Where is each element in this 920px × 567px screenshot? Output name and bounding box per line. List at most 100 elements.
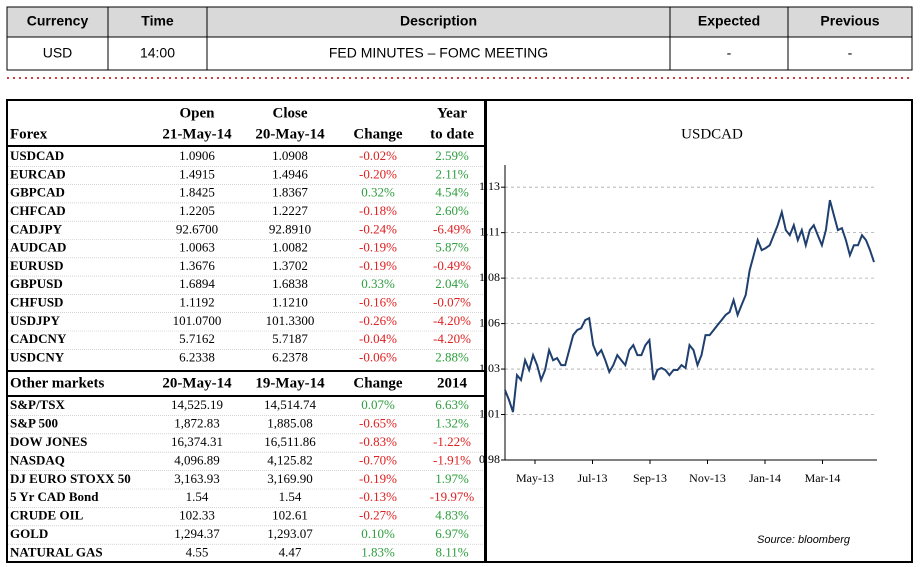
cell: 14,525.19	[171, 397, 223, 412]
cell: -	[727, 45, 732, 61]
cell: GBPCAD	[10, 185, 65, 200]
cell: 92.8910	[269, 221, 311, 236]
header-cell: Change	[353, 126, 403, 142]
cell: 2.59%	[435, 148, 469, 163]
cell: CADCNY	[10, 331, 67, 346]
cell: 14,514.74	[264, 397, 317, 412]
y-tick-label: 1.01	[479, 406, 500, 420]
cell: 8.11%	[435, 544, 468, 559]
cell: 1.3702	[272, 258, 308, 273]
cell: 4.83%	[435, 508, 469, 523]
cell: 4,125.82	[267, 452, 313, 467]
cell: CHFUSD	[10, 295, 63, 310]
header-cell: Previous	[820, 13, 879, 29]
cell: 1,294.37	[174, 526, 220, 541]
cell: 5.7187	[272, 331, 308, 346]
cell: 101.0700	[173, 313, 222, 328]
x-tick-label: Nov-13	[689, 471, 726, 485]
cell: 1.1210	[272, 295, 308, 310]
cell: 4.47	[279, 544, 302, 559]
cell: 1,885.08	[267, 416, 313, 431]
cell: 6.2378	[272, 349, 308, 364]
cell: 5 Yr CAD Bond	[10, 489, 99, 504]
header-cell: 2014	[437, 375, 468, 391]
cell: GBPUSD	[10, 276, 63, 291]
cell: 2.11%	[435, 166, 468, 181]
header-cell: Description	[400, 13, 477, 29]
cell: 1.54	[279, 489, 302, 504]
header-cell: to date	[430, 126, 474, 142]
cell: -0.20%	[359, 166, 397, 181]
header-cell: Close	[273, 105, 308, 121]
cell: USDCNY	[10, 349, 65, 364]
cell: 1.0906	[179, 148, 215, 163]
cell: -1.91%	[433, 452, 471, 467]
cell: CADJPY	[10, 221, 63, 236]
cell: 0.32%	[361, 185, 395, 200]
x-tick-label: May-13	[516, 471, 554, 485]
cell: 1.0082	[272, 240, 308, 255]
cell: EURCAD	[10, 166, 66, 181]
cell: NASDAQ	[10, 452, 65, 467]
cell: -0.06%	[359, 349, 397, 364]
header-cell: Time	[141, 13, 174, 29]
cell: 16,374.31	[171, 434, 223, 449]
cell: AUDCAD	[10, 240, 66, 255]
cell: -0.18%	[359, 203, 397, 218]
cell: 1.8367	[272, 185, 308, 200]
cell: -19.97%	[430, 489, 475, 504]
cell: CHFCAD	[10, 203, 66, 218]
table-border	[6, 6, 913, 71]
cell: 1.6894	[179, 276, 215, 291]
cell: -1.22%	[433, 434, 471, 449]
x-tick-label: Sep-13	[633, 471, 667, 485]
y-tick-label: 1.06	[479, 315, 500, 329]
header-cell: Change	[353, 375, 403, 391]
cell: 1.1192	[179, 295, 214, 310]
cell: 3,169.90	[267, 471, 313, 486]
chart-border	[485, 99, 913, 563]
cell: 1.97%	[435, 471, 469, 486]
y-tick-label: 1.03	[479, 361, 500, 375]
cell: 0.10%	[361, 526, 395, 541]
chart-title: USDCAD	[681, 126, 743, 142]
cell: DOW JONES	[10, 434, 87, 449]
cell: S&P/TSX	[10, 397, 66, 412]
cell: 16,511.86	[264, 434, 316, 449]
cell: -0.16%	[359, 295, 397, 310]
cell: 1.32%	[435, 416, 469, 431]
header-cell: 20-May-14	[255, 126, 325, 142]
cell: 102.61	[272, 508, 308, 523]
cell: USDCAD	[10, 148, 64, 163]
cell: USD	[43, 45, 73, 61]
cell: CRUDE OIL	[10, 508, 84, 523]
cell: 4.54%	[435, 185, 469, 200]
cell: 1.0908	[272, 148, 308, 163]
cell: 6.2338	[179, 349, 215, 364]
cell: FED MINUTES – FOMC MEETING	[329, 45, 548, 61]
cell: 1.4946	[272, 166, 308, 181]
cell: USDJPY	[10, 313, 60, 328]
cell: 6.97%	[435, 526, 469, 541]
x-tick-label: Jan-14	[749, 471, 781, 485]
cell: -0.19%	[359, 258, 397, 273]
cell: -0.26%	[359, 313, 397, 328]
cell: 1.6838	[272, 276, 308, 291]
cell: -0.70%	[359, 452, 397, 467]
cell: 101.3300	[266, 313, 315, 328]
header-cell: Other markets	[10, 375, 104, 391]
cell: 1.83%	[361, 544, 395, 559]
cell: -0.65%	[359, 416, 397, 431]
header-cell: Currency	[27, 13, 89, 29]
cell: -4.20%	[433, 313, 471, 328]
cell: 2.88%	[435, 349, 469, 364]
cell: 4,096.89	[174, 452, 220, 467]
cell: 14:00	[140, 45, 175, 61]
cell: 6.63%	[435, 397, 469, 412]
cell: -0.07%	[433, 295, 471, 310]
header-cell: 21-May-14	[162, 126, 232, 142]
cell: -0.83%	[359, 434, 397, 449]
cell: 4.55	[186, 544, 209, 559]
header-cell: Expected	[698, 13, 760, 29]
